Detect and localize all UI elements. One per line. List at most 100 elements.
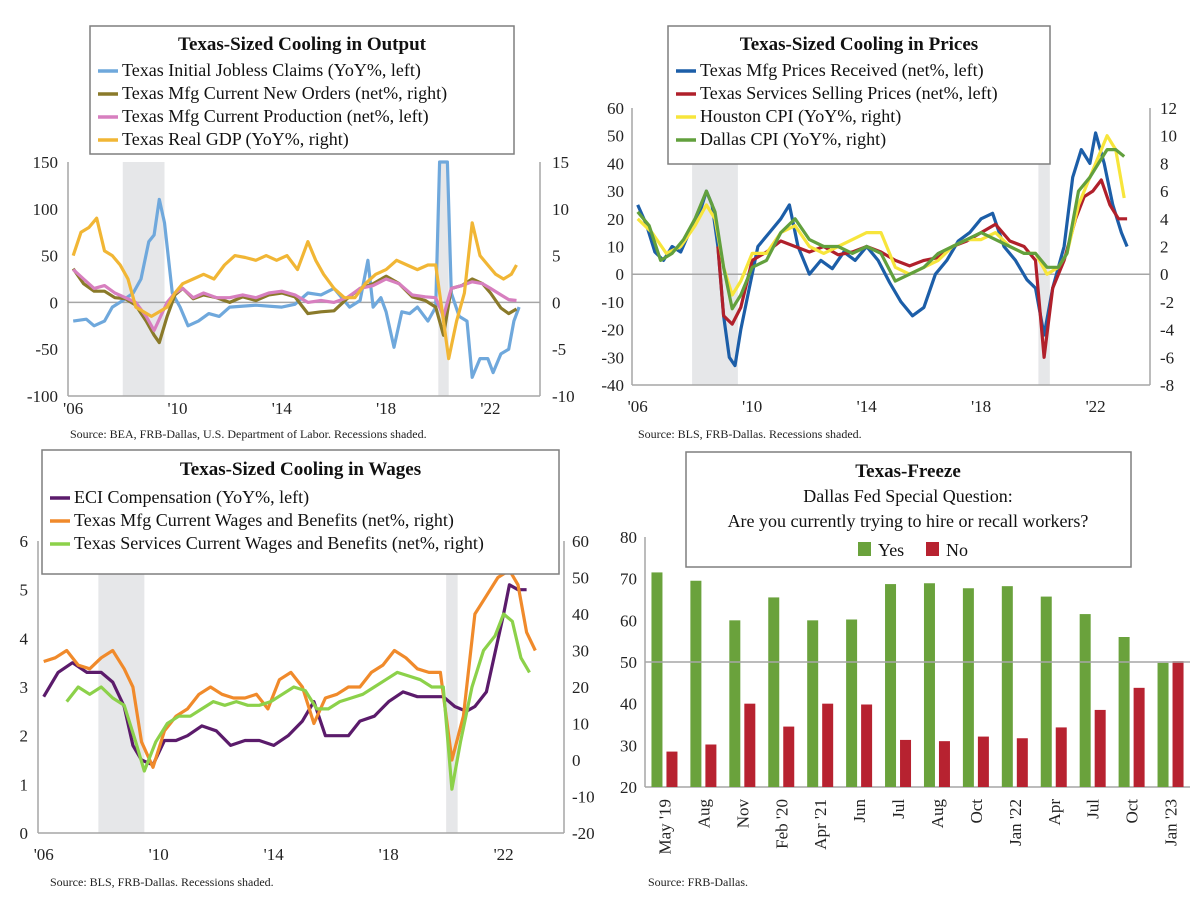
left-tick-label: 10 <box>607 238 624 257</box>
legend-swatch <box>926 542 939 556</box>
x-tick-label: '06 <box>63 399 83 418</box>
source-note: Source: FRB-Dallas. <box>648 875 748 889</box>
x-tick-label: Jan '22 <box>1006 799 1025 846</box>
left-tick-label: 20 <box>607 210 624 229</box>
left-tick-label: 40 <box>607 154 624 173</box>
right-tick-label: 2 <box>1160 238 1169 257</box>
source-note: Source: BLS, FRB-Dallas. Recessions shad… <box>638 427 862 441</box>
left-tick-label: 50 <box>607 127 624 146</box>
bar-yes <box>1001 586 1013 787</box>
legend-label: Texas Mfg Current Production (net%, left… <box>122 106 429 127</box>
source-note: Source: BLS, FRB-Dallas. Recessions shad… <box>50 875 274 889</box>
bar-no <box>861 704 873 787</box>
legend-label: Texas Real GDP (YoY%, right) <box>122 129 349 150</box>
right-tick-label: -6 <box>1160 348 1174 367</box>
right-tick-label: 0 <box>552 293 561 312</box>
bar-yes <box>885 584 897 787</box>
bar-no <box>977 736 989 787</box>
bar-no <box>705 744 717 787</box>
right-tick-label: 12 <box>1160 99 1177 118</box>
y-tick-label: 40 <box>620 695 637 714</box>
x-tick-label: Oct <box>1123 799 1142 824</box>
bar-yes <box>846 619 858 787</box>
bar-yes <box>1157 662 1169 787</box>
series-line-mfg-wages <box>43 568 537 769</box>
left-tick-label: -50 <box>35 340 58 359</box>
right-tick-label: 20 <box>572 678 589 697</box>
x-tick-label: '06 <box>628 397 648 416</box>
bar-no <box>938 741 950 787</box>
legend-label: Texas Services Current Wages and Benefit… <box>74 533 484 554</box>
bar-yes <box>962 588 974 787</box>
legend-box <box>89 25 515 155</box>
x-tick-label: Feb '20 <box>772 799 791 849</box>
x-tick-label: '18 <box>376 399 396 418</box>
bar-no <box>783 726 795 787</box>
y-tick-label: 30 <box>620 736 637 755</box>
x-tick-label: Apr '21 <box>811 799 830 850</box>
bar-no <box>744 703 756 787</box>
right-tick-label: -5 <box>552 340 566 359</box>
bar-no <box>1172 661 1184 787</box>
right-tick-label: 40 <box>572 605 589 624</box>
left-tick-label: -100 <box>27 387 58 406</box>
series-line-gdp <box>71 216 518 361</box>
right-tick-label: -8 <box>1160 376 1174 395</box>
legend-label: Texas Mfg Current New Orders (net%, righ… <box>122 83 447 104</box>
left-tick-label: 4 <box>20 629 29 648</box>
left-tick-label: 0 <box>20 824 29 843</box>
chart-title: Texas-Sized Cooling in Wages <box>180 459 421 480</box>
right-tick-label: -20 <box>572 824 595 843</box>
bar-no <box>1055 727 1067 787</box>
bar-no <box>1016 738 1028 787</box>
x-tick-label: '06 <box>34 845 54 864</box>
right-tick-label: 6 <box>1160 182 1169 201</box>
recession-band <box>438 162 449 396</box>
legend-box <box>667 25 1051 165</box>
legend-box <box>41 449 560 575</box>
y-tick-label: 70 <box>620 570 637 589</box>
right-tick-label: -10 <box>552 387 575 406</box>
left-tick-label: 30 <box>607 182 624 201</box>
y-tick-label: 60 <box>620 611 637 630</box>
right-tick-label: -4 <box>1160 321 1175 340</box>
legend-label: Texas Mfg Prices Received (net%, left) <box>700 60 984 81</box>
x-tick-label: Oct <box>967 799 986 824</box>
legend-label: Houston CPI (YoY%, right) <box>700 106 901 127</box>
bar-yes <box>1040 596 1052 787</box>
x-tick-label: Apr <box>1045 799 1064 826</box>
left-tick-label: -40 <box>601 376 624 395</box>
right-tick-label: 0 <box>572 751 581 770</box>
recession-band <box>1038 108 1050 385</box>
legend-box <box>685 451 1132 568</box>
series-line-eci <box>42 583 527 767</box>
legend-label: Dallas CPI (YoY%, right) <box>700 129 886 150</box>
right-tick-label: 10 <box>552 200 569 219</box>
bar-yes <box>690 580 702 787</box>
y-tick-label: 80 <box>620 528 637 547</box>
bar-yes <box>729 620 741 787</box>
right-tick-label: -10 <box>572 788 595 807</box>
legend-label: Texas Services Selling Prices (net%, lef… <box>700 83 998 104</box>
left-tick-label: 3 <box>20 678 29 697</box>
right-tick-label: 50 <box>572 569 589 588</box>
series-line-dallas-cpi <box>636 148 1126 311</box>
right-tick-label: 60 <box>572 532 589 551</box>
series-line-jobless <box>72 160 521 379</box>
bar-no <box>1133 687 1145 787</box>
left-tick-label: 60 <box>607 99 624 118</box>
left-tick-label: 150 <box>33 153 59 172</box>
y-tick-label: 20 <box>620 778 637 797</box>
left-tick-label: 5 <box>20 581 29 600</box>
chart-panel-2: 6050403020100-10-20-30-40121086420-2-4-6… <box>601 25 1177 441</box>
bar-yes <box>768 597 780 787</box>
bar-yes <box>1079 614 1091 787</box>
series-line-svc-wages <box>65 612 531 791</box>
x-tick-label: '10 <box>167 399 187 418</box>
recession-band <box>98 541 145 833</box>
chart-title: Texas-Freeze <box>855 461 961 482</box>
legend-label: ECI Compensation (YoY%, left) <box>74 487 309 508</box>
y-tick-label: 50 <box>620 653 637 672</box>
chart-subtitle: Dallas Fed Special Question: <box>803 486 1012 506</box>
